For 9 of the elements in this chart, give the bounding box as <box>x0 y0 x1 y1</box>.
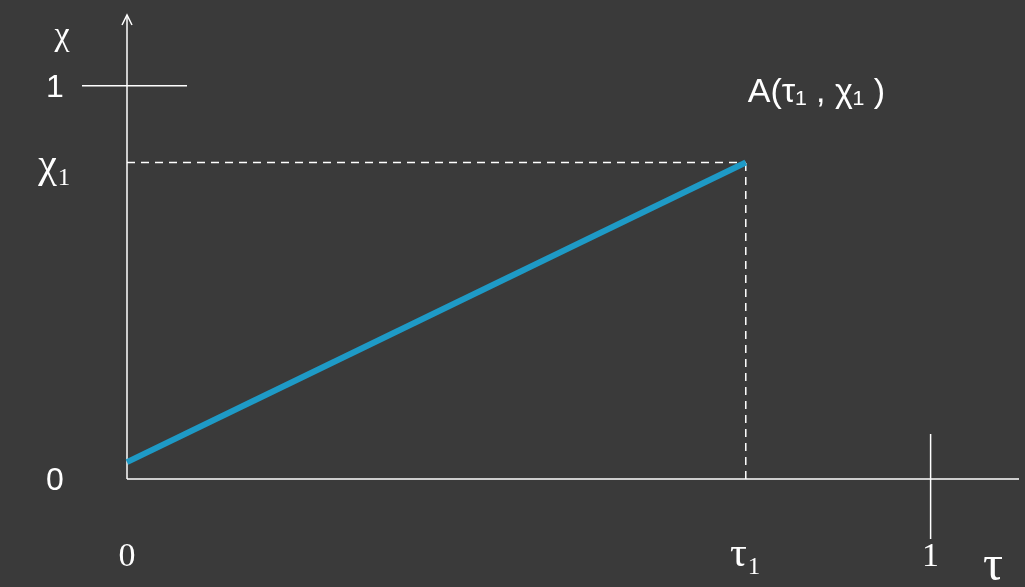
x-axis-title: τ <box>982 535 1004 587</box>
x-tick-label: 1 <box>922 536 940 573</box>
x-tick-label: 0 <box>118 536 136 573</box>
x-tick-label: τ₁ <box>730 529 762 575</box>
y-tick-label: χ₁ <box>37 140 72 187</box>
y-tick-label: 0 <box>46 461 64 498</box>
annotation: A(τ₁ , χ₁ ) <box>747 71 886 110</box>
y-tick-label: 1 <box>46 67 64 104</box>
y-axis-title: χ <box>53 15 70 52</box>
